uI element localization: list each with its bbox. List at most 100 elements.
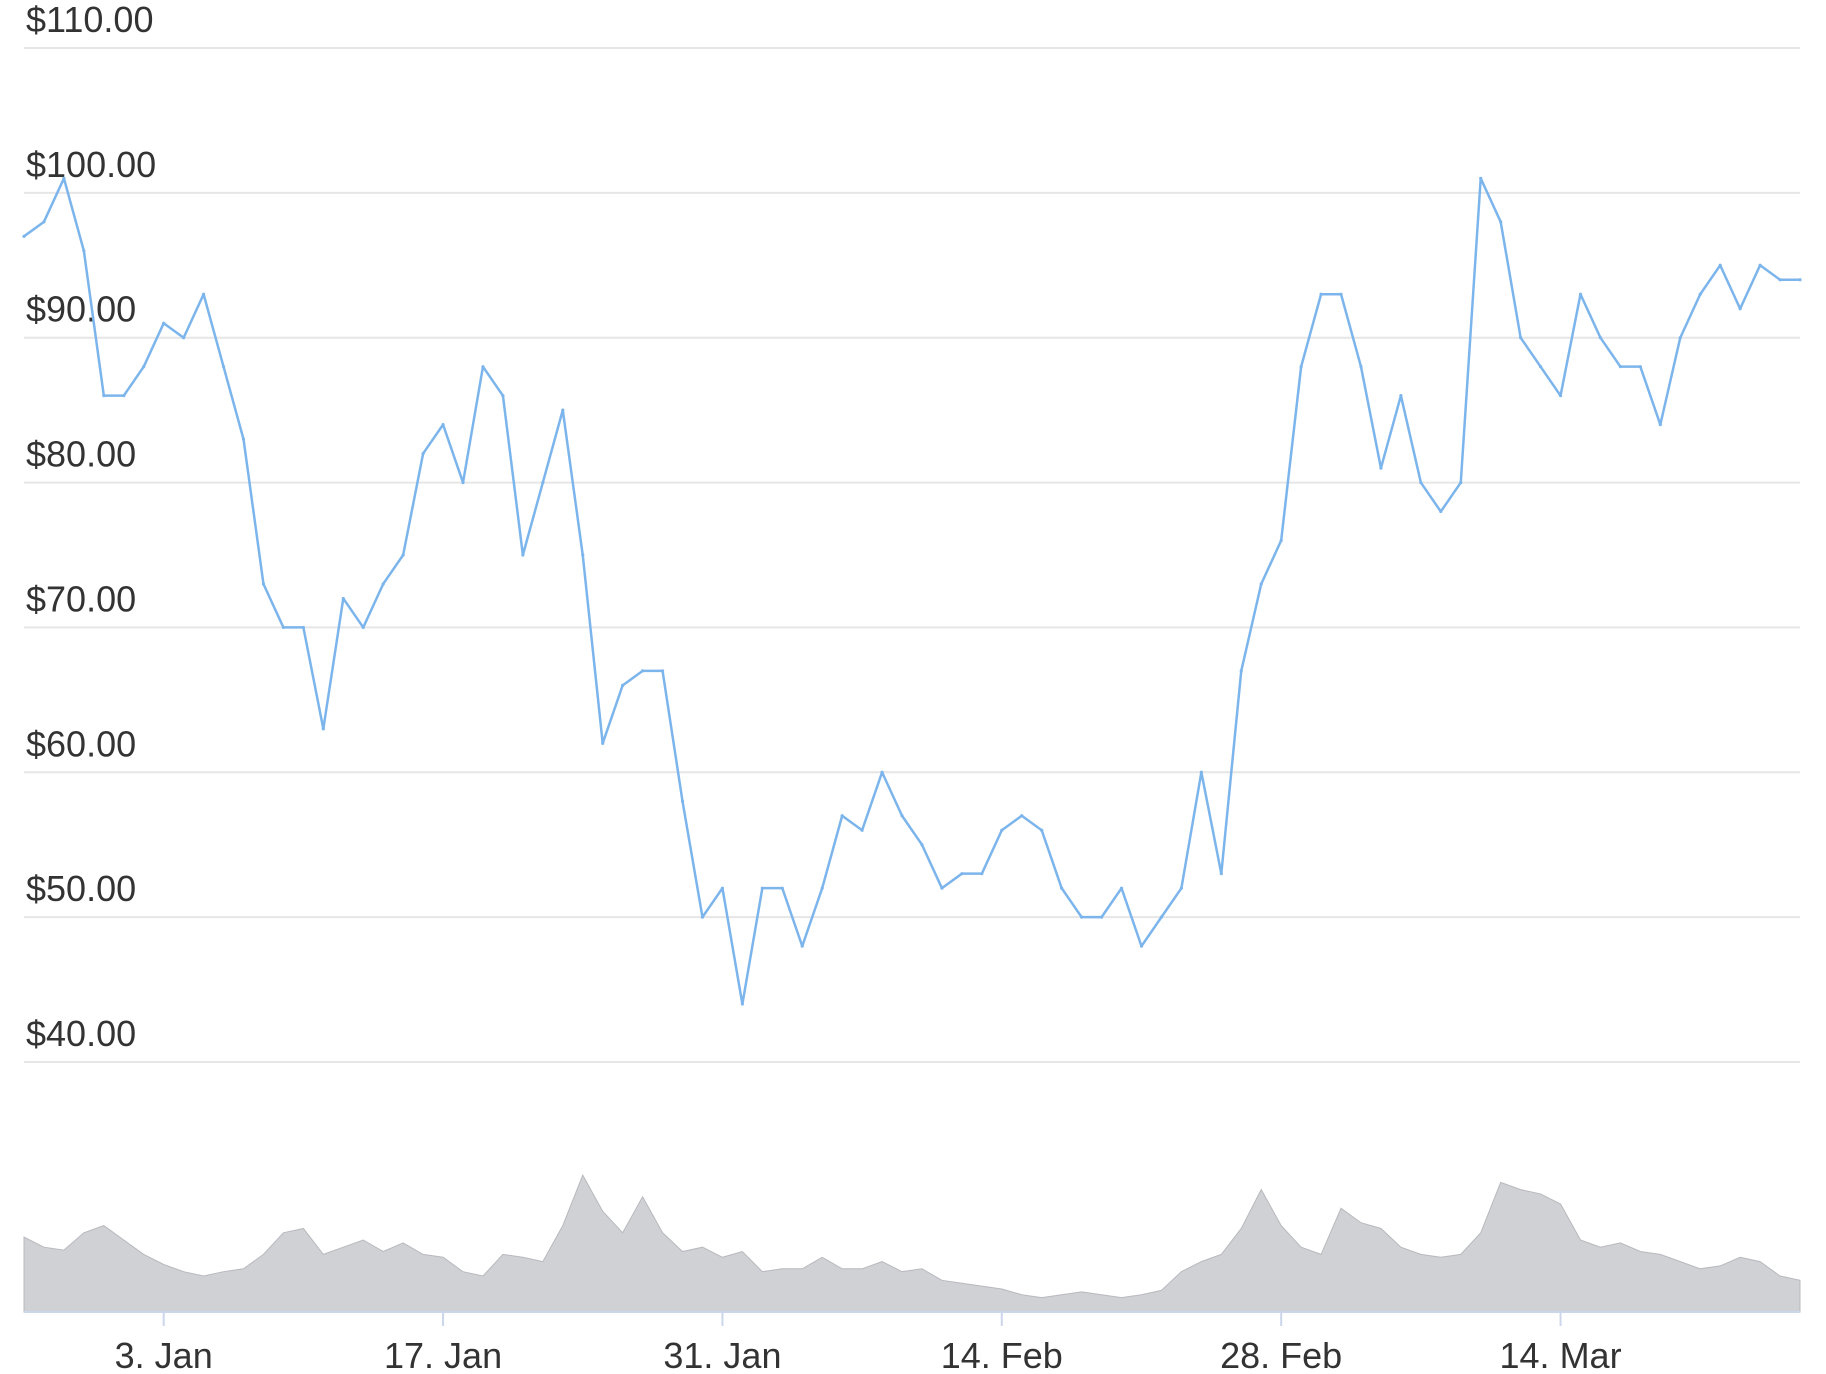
price-point <box>281 625 286 630</box>
y-tick-label: $60.00 <box>26 723 136 764</box>
price-point <box>1239 669 1243 673</box>
price-point <box>1658 423 1662 427</box>
price-line-series <box>22 176 1802 1006</box>
volume-area-path <box>23 1174 1801 1313</box>
price-point <box>900 814 904 818</box>
price-point <box>780 886 784 890</box>
y-tick-label: $100.00 <box>26 144 156 185</box>
price-point <box>261 582 266 586</box>
price-point <box>700 915 705 919</box>
price-point <box>1179 886 1183 890</box>
price-point <box>381 582 385 586</box>
price-point <box>740 1002 744 1006</box>
price-point <box>1738 307 1742 311</box>
price-point <box>980 872 984 876</box>
price-point <box>800 944 804 948</box>
price-point <box>940 886 944 890</box>
price-point <box>1698 292 1702 296</box>
x-tick-label: 17. Jan <box>384 1335 502 1374</box>
price-point <box>1519 336 1523 340</box>
price-point <box>1020 814 1024 818</box>
price-point <box>1000 828 1004 832</box>
y-tick-label: $40.00 <box>26 1013 136 1054</box>
price-point <box>42 220 46 224</box>
price-point <box>1259 582 1263 586</box>
y-tick-label: $50.00 <box>26 868 136 909</box>
y-gridlines <box>24 47 1800 1063</box>
y-tick-label: $70.00 <box>26 578 136 619</box>
price-point <box>1199 770 1203 774</box>
price-point <box>341 596 345 601</box>
price-point <box>920 843 924 847</box>
price-point <box>521 553 525 557</box>
price-line <box>23 177 1800 1006</box>
price-point <box>1299 365 1303 369</box>
price-point <box>1578 292 1583 296</box>
volume-area <box>23 1174 1801 1313</box>
x-tick-label: 31. Jan <box>663 1335 781 1374</box>
price-point <box>720 886 725 890</box>
price-point <box>1080 915 1084 919</box>
price-point <box>142 365 146 369</box>
price-point <box>421 452 425 456</box>
price-point <box>62 176 66 180</box>
price-point <box>1638 365 1642 369</box>
price-point <box>82 249 86 253</box>
price-point <box>461 480 465 485</box>
price-point <box>601 741 605 745</box>
price-point <box>301 625 305 630</box>
price-point <box>1439 509 1443 514</box>
x-tick-label: 3. Jan <box>115 1335 213 1374</box>
x-tick-label: 14. Feb <box>941 1335 1063 1374</box>
price-point <box>641 669 645 673</box>
price-point <box>1139 944 1144 948</box>
price-point <box>122 394 126 398</box>
price-point <box>221 365 226 369</box>
price-point <box>1279 538 1283 543</box>
price-point <box>1758 263 1762 267</box>
y-axis-labels: $40.00 $50.00 $60.00 $70.00 $80.00 $90.00 $100… <box>26 0 156 1054</box>
price-point <box>1159 915 1164 919</box>
price-point <box>1678 336 1682 340</box>
price-point <box>1119 886 1124 890</box>
price-point <box>1479 176 1483 180</box>
price-point <box>1798 278 1802 282</box>
x-tick-label: 28. Feb <box>1220 1335 1342 1374</box>
price-point <box>501 394 505 398</box>
price-point <box>102 394 106 398</box>
y-tick-label: $110.00 <box>26 0 153 40</box>
price-point <box>1718 263 1722 267</box>
price-point <box>401 553 405 557</box>
price-point <box>840 814 844 818</box>
price-point <box>1399 394 1403 398</box>
price-point <box>581 553 585 557</box>
price-point <box>481 365 485 369</box>
price-point <box>1379 466 1383 470</box>
y-tick-label: $90.00 <box>26 289 136 330</box>
y-tick-label: $80.00 <box>26 434 136 475</box>
price-point <box>1499 220 1503 224</box>
price-point <box>680 799 685 803</box>
price-point <box>1040 828 1044 832</box>
price-point <box>321 727 325 731</box>
price-point <box>22 234 26 238</box>
price-point <box>1459 480 1463 485</box>
price-point <box>441 423 445 427</box>
price-point <box>1359 365 1363 369</box>
x-axis: 3. Jan 17. Jan 31. Jan 14. Feb 28. Feb 14. Ma… <box>24 1311 1800 1374</box>
price-point <box>1778 278 1782 282</box>
price-point <box>201 292 206 296</box>
price-point <box>1618 365 1623 369</box>
price-point <box>960 872 964 876</box>
price-point <box>760 886 764 890</box>
price-point <box>660 669 665 673</box>
price-point <box>880 770 884 774</box>
price-point <box>860 828 864 832</box>
price-point <box>241 437 246 441</box>
x-tick-label: 14. Mar <box>1500 1335 1622 1374</box>
price-point <box>361 625 365 630</box>
price-point <box>820 886 824 890</box>
price-point <box>1319 292 1323 296</box>
price-point <box>1219 872 1223 876</box>
